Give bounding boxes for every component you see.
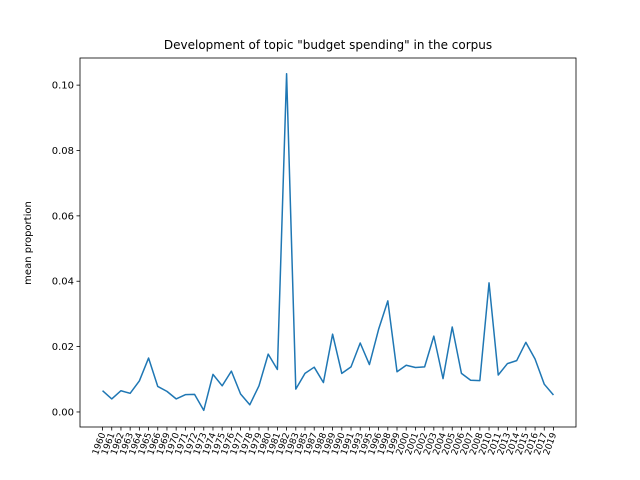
line-series: [102, 72, 555, 412]
y-tick-label: 0.06: [52, 211, 74, 222]
y-tick-label: 0.00: [52, 407, 74, 418]
y-tick-label: 0.02: [52, 342, 74, 353]
y-tick-label: 0.08: [52, 146, 74, 157]
y-axis-label: mean proportion: [23, 201, 34, 285]
plot-frame: [79, 57, 577, 428]
y-tick-label: 0.04: [52, 277, 74, 288]
y-tick-label: 0.10: [52, 81, 74, 92]
chart-title: Development of topic "budget spending" i…: [164, 38, 492, 52]
